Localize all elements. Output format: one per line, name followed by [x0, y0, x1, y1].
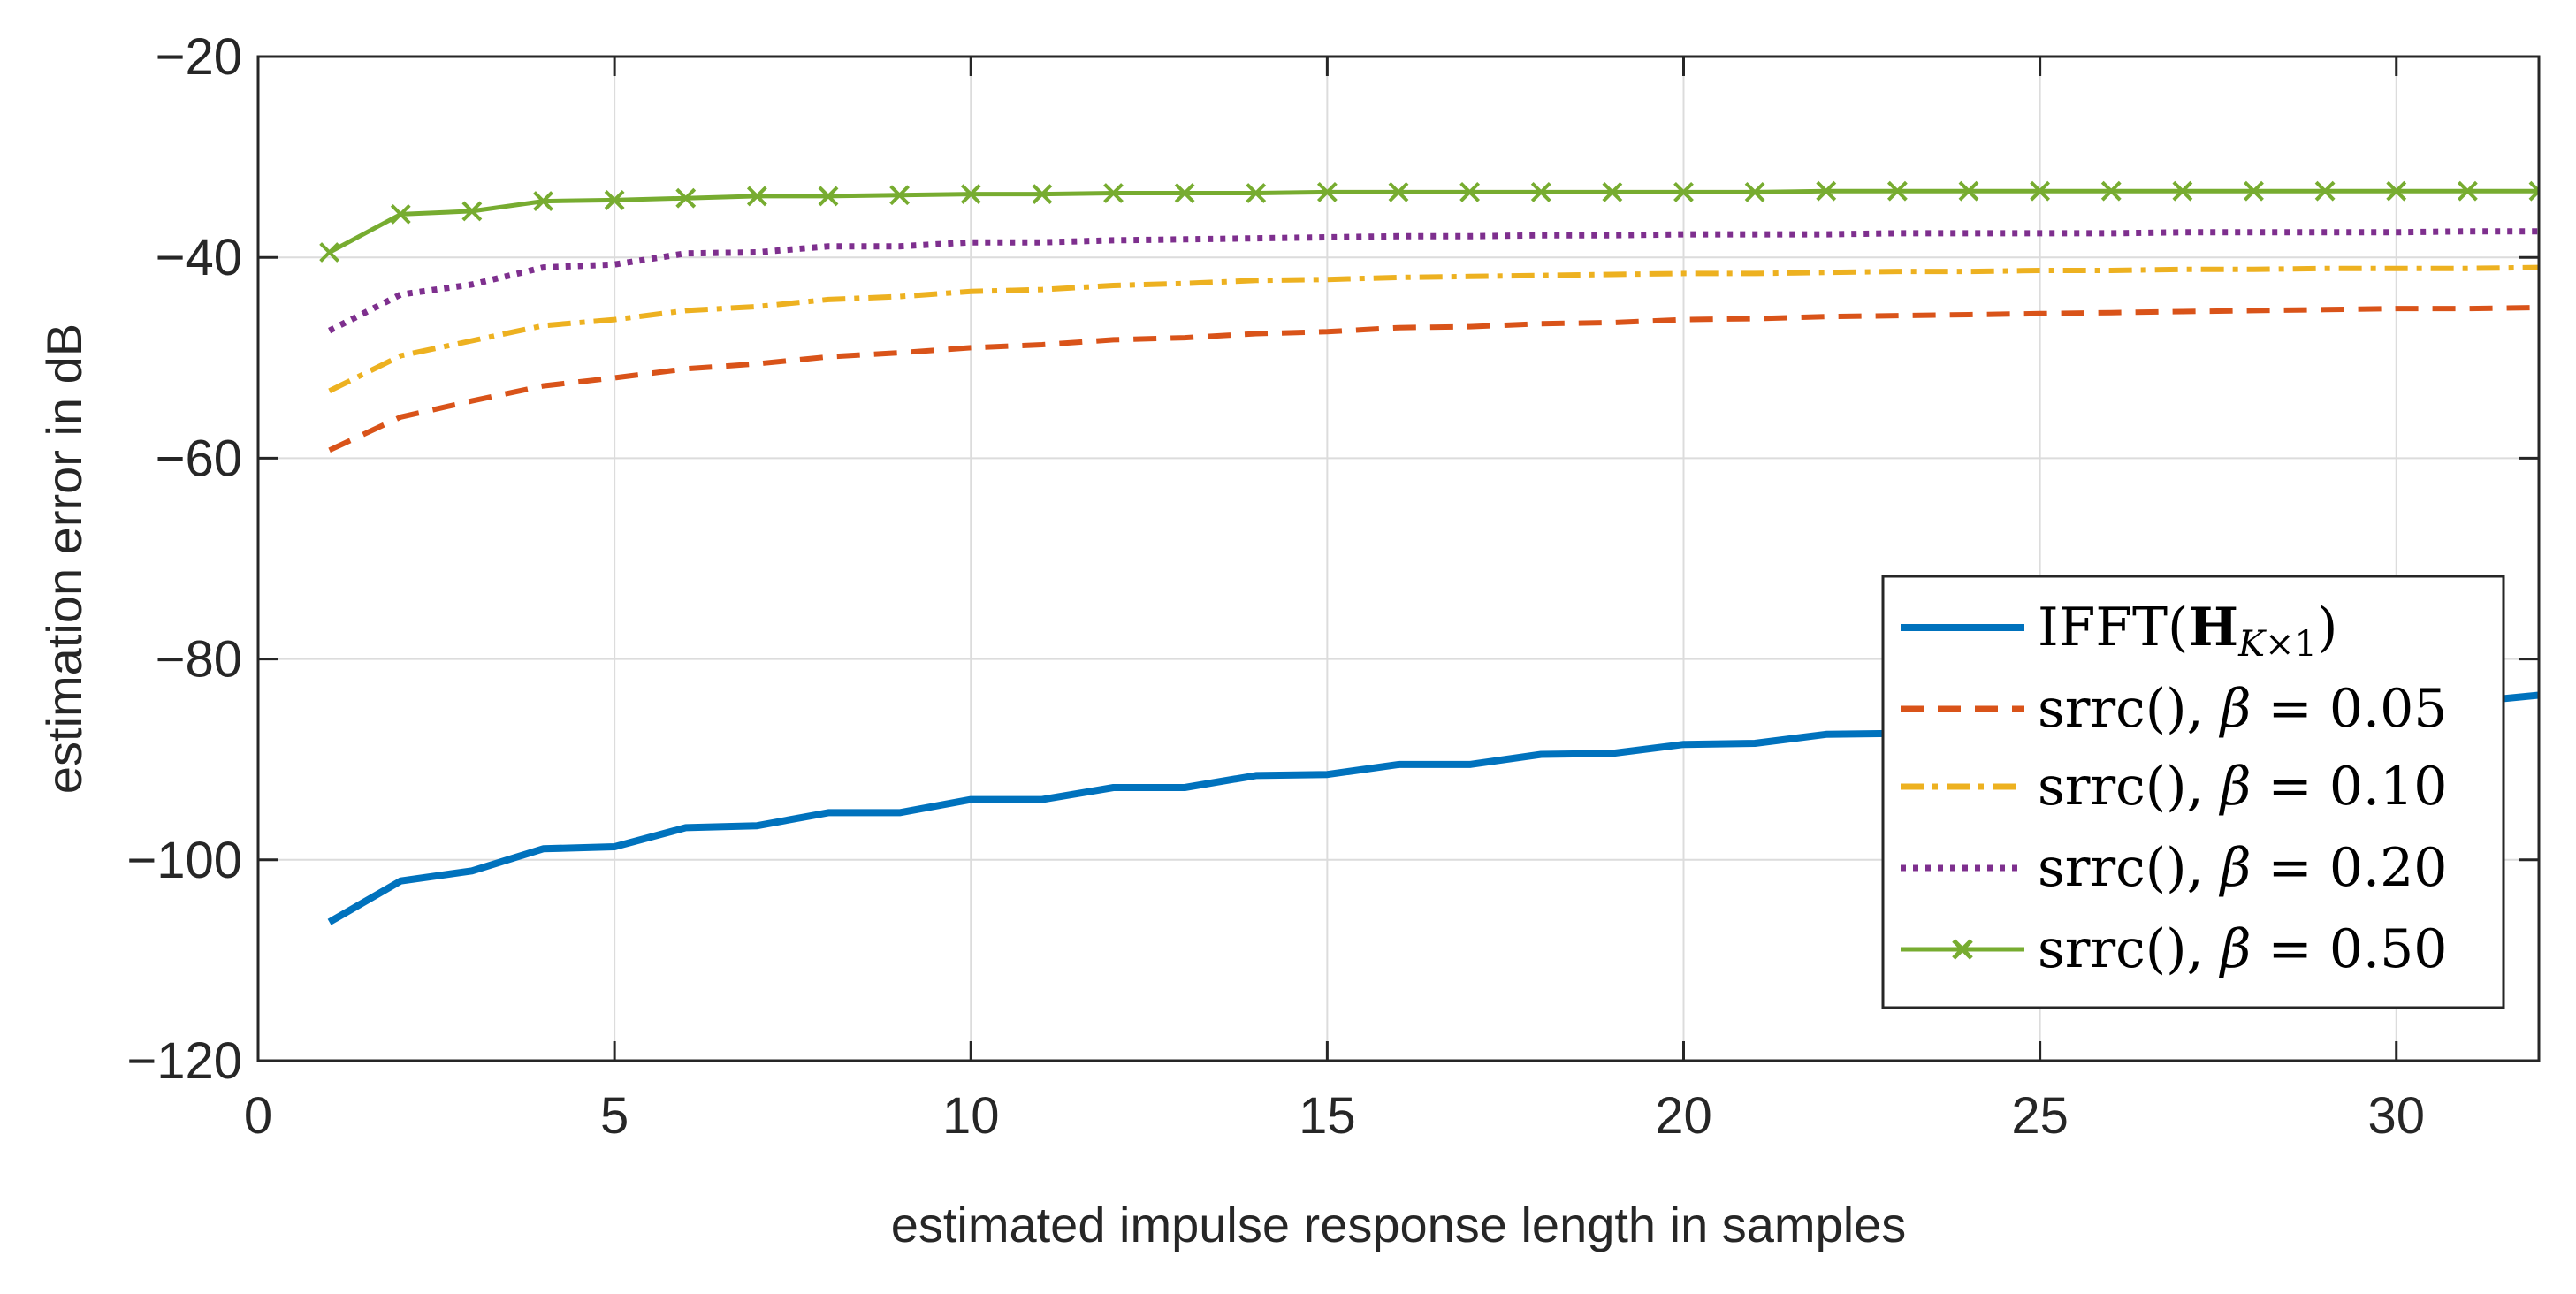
legend-label-srrc-050: srrc(), β = 0.50	[2038, 918, 2447, 980]
x-tick-label: 10	[942, 1087, 1000, 1145]
data-point-marker	[604, 190, 625, 210]
legend-label-srrc-010: srrc(), β = 0.10	[2038, 756, 2447, 818]
legend-box	[1881, 575, 2505, 1009]
data-point-marker	[1816, 180, 1837, 202]
data-point-marker	[390, 203, 411, 225]
data-point-marker	[1174, 183, 1195, 203]
legend: IFFT(HK×1) srrc(), β = 0.05 srrc(), β = …	[1881, 575, 2505, 1009]
data-point-marker	[2386, 180, 2407, 202]
y-tick-label: −20	[156, 28, 242, 86]
data-point-marker	[319, 242, 340, 263]
data-point-marker	[1032, 184, 1053, 205]
y-tick-label: −80	[156, 631, 242, 689]
data-point-marker	[1103, 183, 1124, 203]
data-point-marker	[1744, 181, 1765, 202]
data-point-marker	[2030, 180, 2051, 202]
series-line-3	[328, 228, 2539, 334]
data-point-marker	[746, 186, 767, 207]
x-axis-label: estimated impulse response length in sam…	[891, 1197, 1907, 1252]
series-line-2	[328, 264, 2539, 393]
data-point-marker	[960, 184, 981, 205]
y-tick-label: −40	[156, 229, 242, 286]
y-tick-label: −120	[126, 1032, 242, 1090]
data-point-marker	[1459, 181, 1481, 202]
legend-marker-srrc-050	[1952, 939, 1973, 960]
data-point-marker	[889, 185, 911, 206]
data-point-marker	[675, 187, 697, 209]
data-point-marker	[1316, 181, 1338, 202]
data-point-marker	[2457, 180, 2478, 202]
x-tick-label: 5	[600, 1087, 629, 1145]
legend-label-srrc-020: srrc(), β = 0.20	[2038, 837, 2447, 899]
legend-label-srrc-005: srrc(), β = 0.05	[2038, 678, 2447, 740]
data-point-marker	[1530, 181, 1551, 202]
data-point-marker	[1673, 181, 1694, 202]
tick-labels: 0 5 10 15 20 25 30 −120 −100 −80 −60 −40 −20	[126, 28, 2425, 1145]
x-tick-label: 15	[1299, 1087, 1356, 1145]
series-line-4	[328, 188, 2539, 255]
data-point-marker	[2100, 180, 2122, 202]
data-point-marker	[2172, 180, 2193, 202]
y-axis-label: estimation error in dB	[36, 324, 92, 794]
axes-box	[256, 55, 2541, 1062]
data-point-marker	[1886, 180, 1908, 202]
data-point-marker	[2314, 180, 2336, 202]
x-tick-label: 20	[1655, 1087, 1712, 1145]
data-point-marker	[2244, 180, 2264, 202]
x-tick-label: 30	[2367, 1087, 2425, 1145]
data-point-marker	[1388, 181, 1409, 202]
x-tick-label: 0	[244, 1087, 272, 1145]
y-tick-label: −100	[126, 832, 242, 889]
data-point-marker	[461, 201, 483, 222]
y-tick-label: −60	[156, 430, 242, 487]
x-tick-label: 25	[2011, 1087, 2069, 1145]
data-point-marker	[1246, 183, 1267, 203]
tick-marks	[256, 55, 2539, 1062]
data-point-marker	[1602, 181, 1623, 202]
data-point-marker	[533, 191, 553, 211]
data-point-marker	[1958, 180, 1979, 202]
series-line-1	[328, 305, 2539, 453]
data-point-marker	[2528, 180, 2539, 202]
data-point-marker	[818, 186, 839, 207]
